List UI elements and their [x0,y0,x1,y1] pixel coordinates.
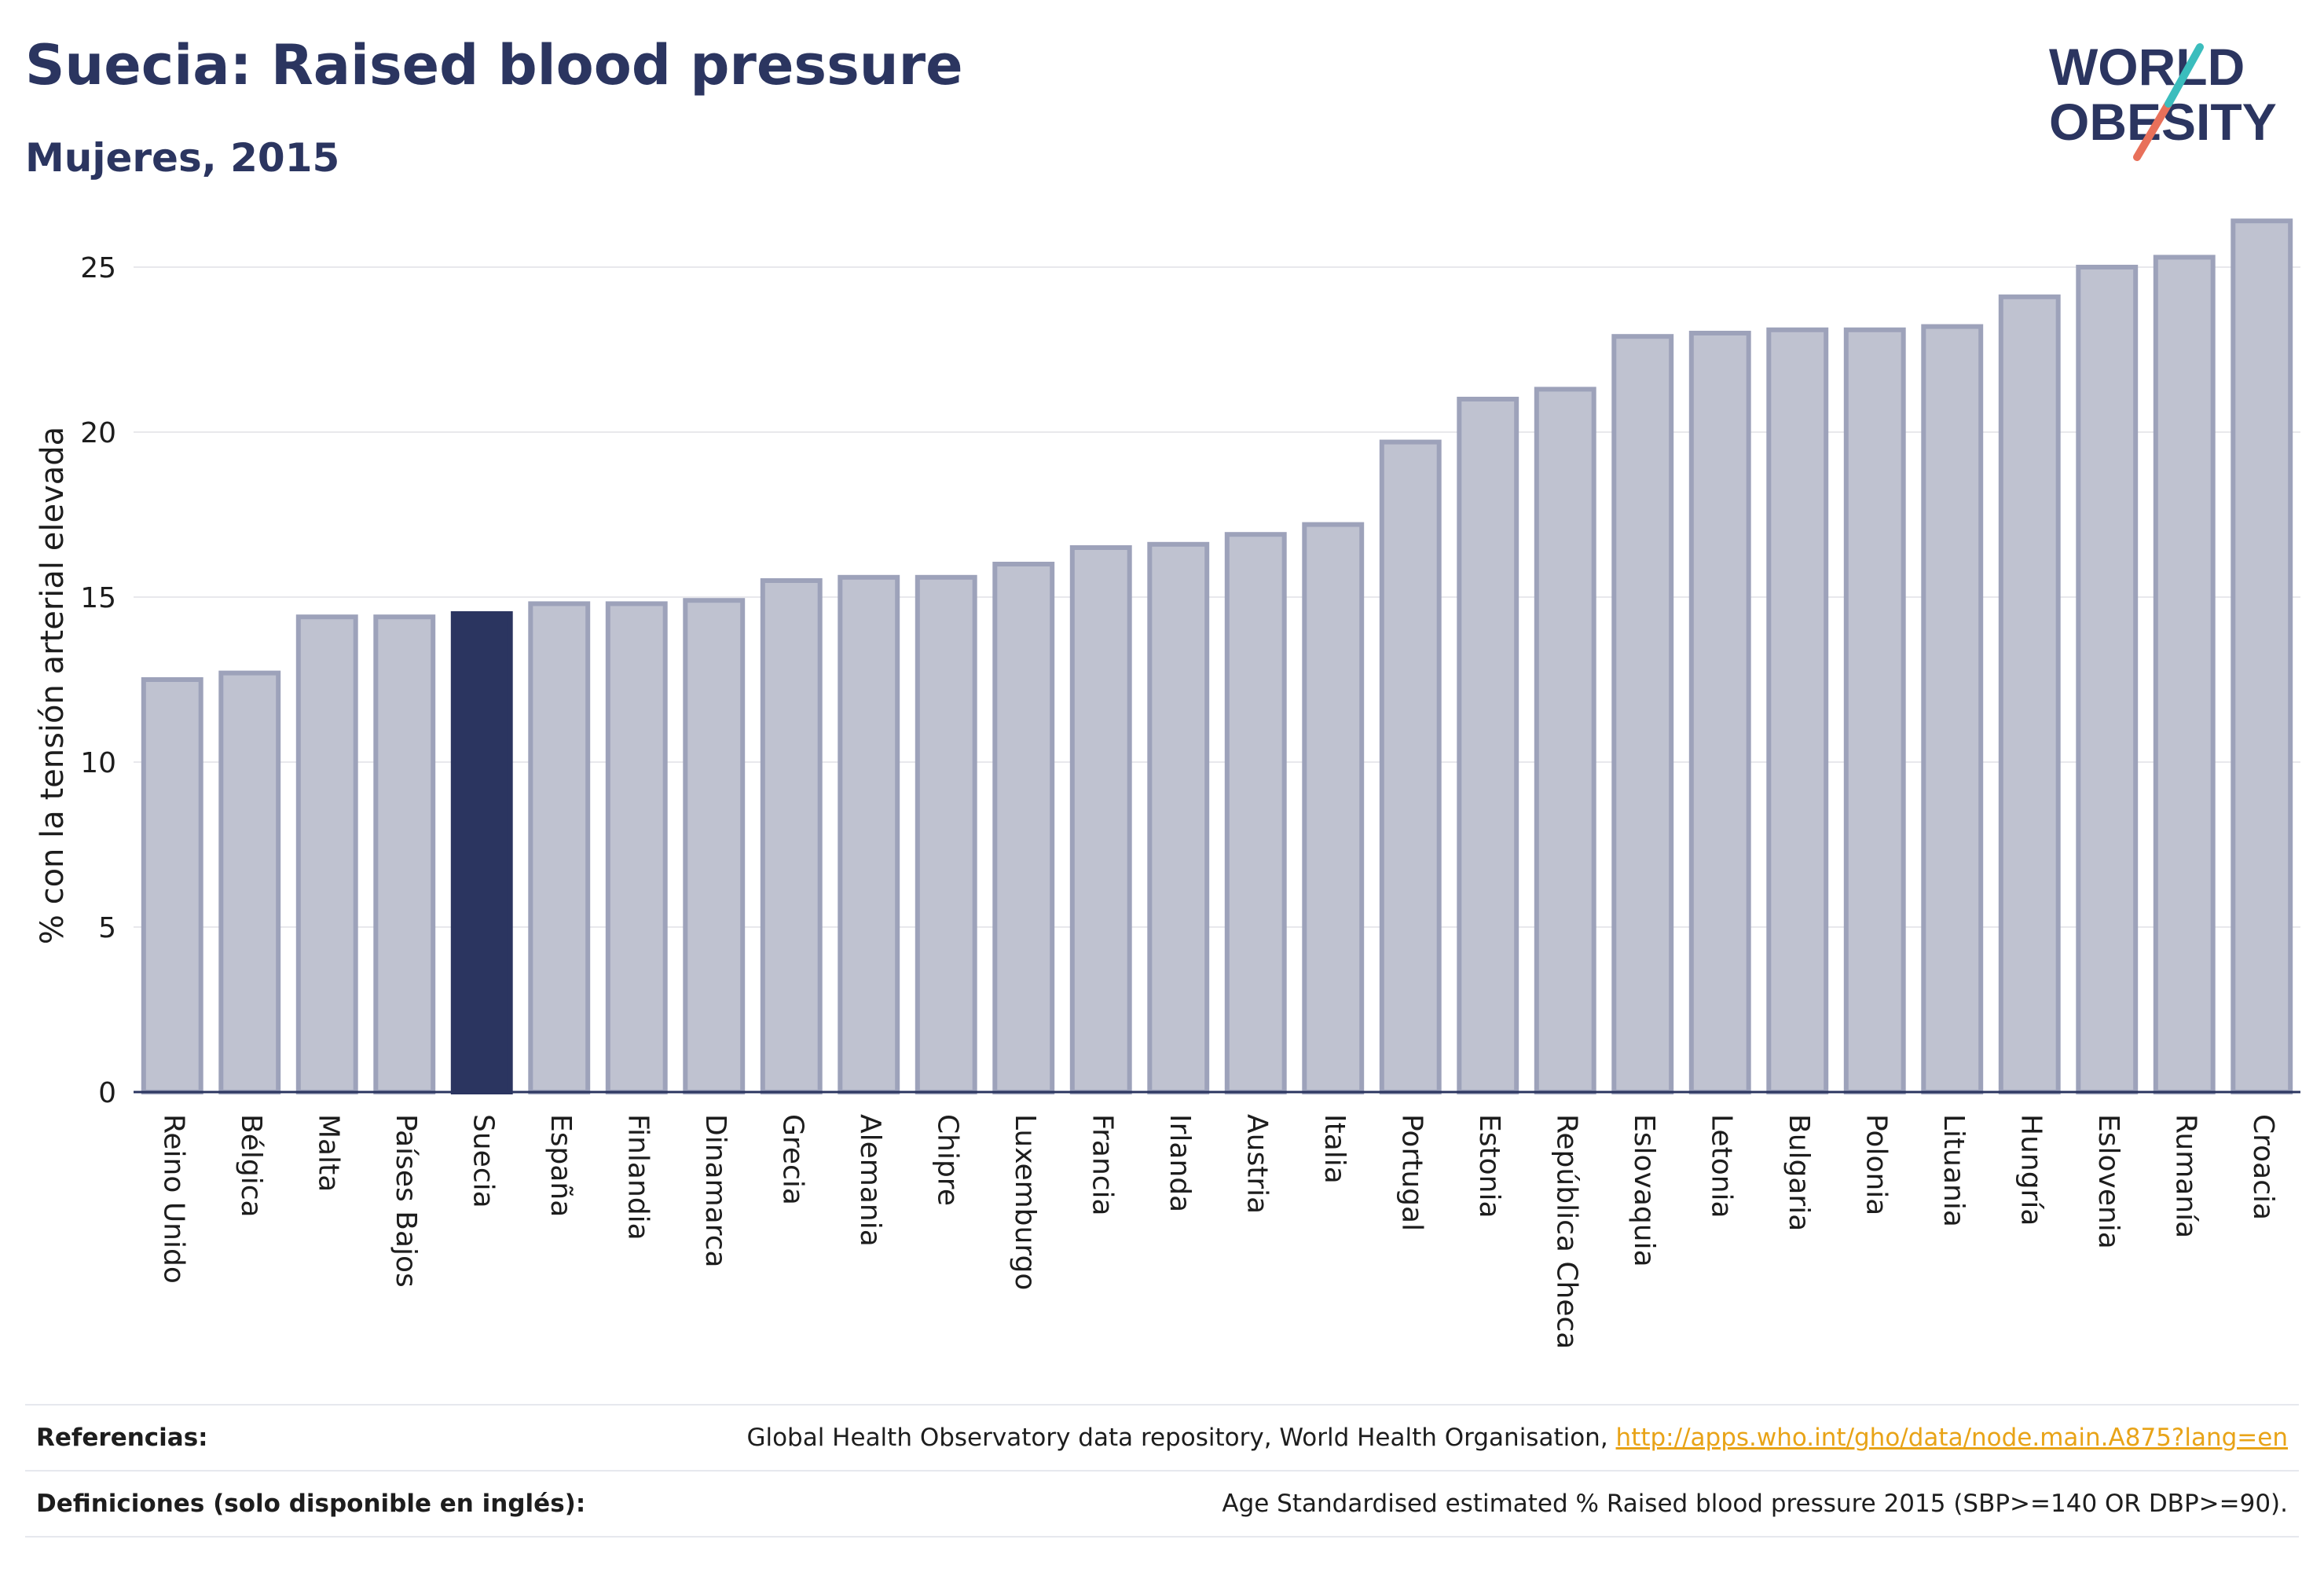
chart-subtitle: Mujeres, 2015 [25,135,340,181]
references-link[interactable]: http://apps.who.int/gho/data/node.main.A… [1615,1424,2288,1452]
x-tick-label: Lituania [1937,1114,1970,1227]
x-tick-label: Bulgaria [1783,1114,1815,1231]
bar-27 [2231,218,2293,1095]
x-tick-label: Austria [1241,1114,1273,1214]
bar-18 [1534,387,1596,1094]
x-tick-label: Alemania [854,1114,886,1247]
bar-16 [1379,439,1442,1094]
bar-21 [1766,327,1829,1094]
bar-25 [2076,265,2139,1094]
bar-6 [605,601,668,1094]
x-tick-label: Polonia [1860,1114,1892,1215]
bar-10 [915,574,977,1094]
x-tick-label: Hungría [2014,1114,2047,1226]
bar-8 [760,578,823,1094]
bar-5 [528,601,591,1094]
bar-0 [141,677,203,1094]
x-tick-label: Luxemburgo [1009,1114,1041,1290]
bar-7 [683,598,746,1094]
x-tick-label: Italia [1318,1114,1351,1184]
references-label: Referencias: [36,1424,208,1452]
x-tick-label: Dinamarca [699,1114,731,1268]
x-tick-label: Rumanía [2169,1114,2201,1238]
x-tick-label: Suecia [467,1114,499,1208]
bar-22 [1843,327,1906,1094]
bar-23 [1921,324,1984,1095]
bar-11 [992,562,1055,1094]
x-tick-label: Reino Unido [157,1114,189,1284]
definitions-row: Definiciones (solo disponible en inglés)… [25,1470,2299,1538]
references-row: Referencias: Global Health Observatory d… [25,1404,2299,1470]
definitions-label: Definiciones (solo disponible en inglés)… [36,1490,586,1518]
bar-14 [1224,532,1287,1094]
bar-12 [1069,545,1132,1094]
logo-line2: OBESITY [2049,93,2277,151]
bar-17 [1457,397,1519,1094]
x-tick-label: República Checa [1550,1114,1582,1349]
y-tick-label: 10 [80,747,116,779]
logo-line1: WORLD [2049,38,2245,96]
x-tick-label: Portugal [1395,1114,1428,1231]
bar-1 [218,670,281,1094]
x-tick-label: Eslovenia [2092,1114,2124,1249]
x-tick-label: Eslovaquia [1628,1114,1660,1267]
x-tick-label: Irlanda [1164,1114,1196,1212]
world-obesity-logo: WORLD OBESITY [2049,38,2277,161]
x-tick-label: Malta [312,1114,344,1192]
bar-13 [1147,541,1210,1094]
x-tick-label: Letonia [1705,1114,1737,1219]
x-tick-label: Chipre [931,1114,963,1206]
x-tick-label: Francia [1086,1114,1118,1216]
x-tick-label: Bélgica [235,1114,267,1218]
bar-19 [1611,334,1674,1094]
bar-3 [373,614,436,1094]
y-tick-label: 25 [80,252,116,284]
definitions-value: Age Standardised estimated % Raised bloo… [1222,1490,2288,1518]
x-tick-label: Finlandia [621,1114,654,1241]
bar-20 [1688,331,1751,1094]
x-tick-label: España [544,1114,577,1217]
bar-4 [450,611,513,1094]
bar-9 [838,574,900,1094]
y-tick-label: 0 [98,1077,116,1109]
y-axis-label: % con la tensión arterial elevada [35,427,71,944]
x-tick-label: Países Bajos [390,1114,422,1288]
x-tick-label: Croacia [2247,1114,2279,1220]
bar-26 [2153,255,2216,1094]
footer-table: Referencias: Global Health Observatory d… [25,1404,2299,1538]
y-tick-label: 15 [80,582,116,614]
x-tick-label: Estonia [1473,1114,1505,1219]
bar-2 [295,614,358,1094]
bar-24 [1998,294,2061,1094]
x-tick-label: Grecia [776,1114,808,1205]
bar-chart: 0 5 10 15 20 25 % con la tensión arterial elev… [35,218,2300,1349]
references-text: Global Health Observatory data repositor… [746,1424,1616,1452]
y-tick-label: 20 [80,417,116,449]
bar-15 [1302,522,1365,1094]
chart-title: Suecia: Raised blood pressure [25,33,963,97]
y-tick-label: 5 [98,912,116,944]
references-value: Global Health Observatory data repositor… [746,1424,2299,1452]
